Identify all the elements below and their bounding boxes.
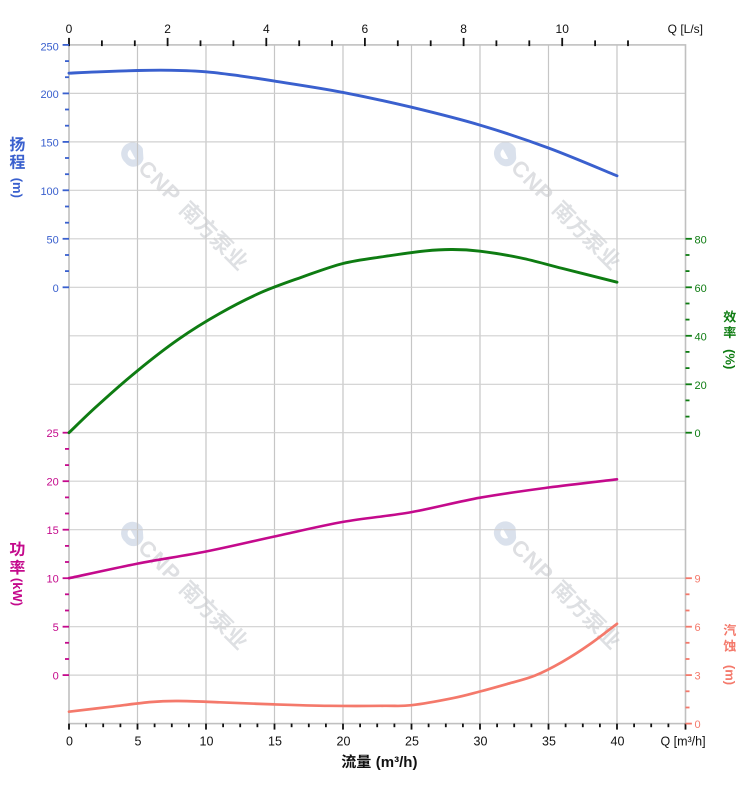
svg-text:100: 100 [40, 186, 58, 198]
svg-text:(m): (m) [722, 665, 737, 685]
svg-text:(m): (m) [10, 178, 25, 198]
svg-text:Q [m³/h]: Q [m³/h] [660, 735, 705, 749]
svg-text:25: 25 [47, 428, 59, 440]
svg-text:0: 0 [53, 671, 59, 683]
svg-text:20: 20 [337, 735, 351, 749]
svg-text:15: 15 [268, 735, 282, 749]
svg-text:(%): (%) [722, 349, 737, 369]
svg-text:250: 250 [40, 42, 58, 54]
svg-text:6: 6 [695, 622, 701, 634]
svg-text:200: 200 [40, 89, 58, 101]
svg-text:9: 9 [695, 574, 701, 586]
svg-text:40: 40 [611, 735, 625, 749]
svg-text:0: 0 [53, 283, 59, 295]
svg-text:60: 60 [695, 283, 707, 295]
svg-text:5: 5 [135, 735, 142, 749]
svg-text:25: 25 [405, 735, 419, 749]
svg-text:0: 0 [66, 735, 73, 749]
svg-text:20: 20 [47, 477, 59, 489]
svg-text:0: 0 [66, 22, 73, 36]
svg-text:35: 35 [542, 735, 556, 749]
svg-text:40: 40 [695, 331, 707, 343]
svg-text:10: 10 [556, 22, 570, 36]
svg-text:2: 2 [164, 22, 171, 36]
svg-text:10: 10 [200, 735, 214, 749]
svg-text:50: 50 [47, 234, 59, 246]
svg-text:5: 5 [53, 622, 59, 634]
svg-text:15: 15 [47, 525, 59, 537]
svg-text:80: 80 [695, 234, 707, 246]
svg-text:(kW): (kW) [10, 578, 25, 606]
svg-text:8: 8 [460, 22, 467, 36]
svg-text:0: 0 [695, 428, 701, 440]
svg-text:3: 3 [695, 671, 701, 683]
svg-text:10: 10 [47, 574, 59, 586]
svg-text:6: 6 [362, 22, 369, 36]
svg-text:Q [L/s]: Q [L/s] [668, 22, 703, 36]
svg-text:30: 30 [474, 735, 488, 749]
svg-text:(m³/h): (m³/h) [376, 754, 418, 771]
svg-text:150: 150 [40, 137, 58, 149]
svg-text:0: 0 [695, 719, 701, 731]
svg-text:4: 4 [263, 22, 270, 36]
svg-text:20: 20 [695, 380, 707, 392]
